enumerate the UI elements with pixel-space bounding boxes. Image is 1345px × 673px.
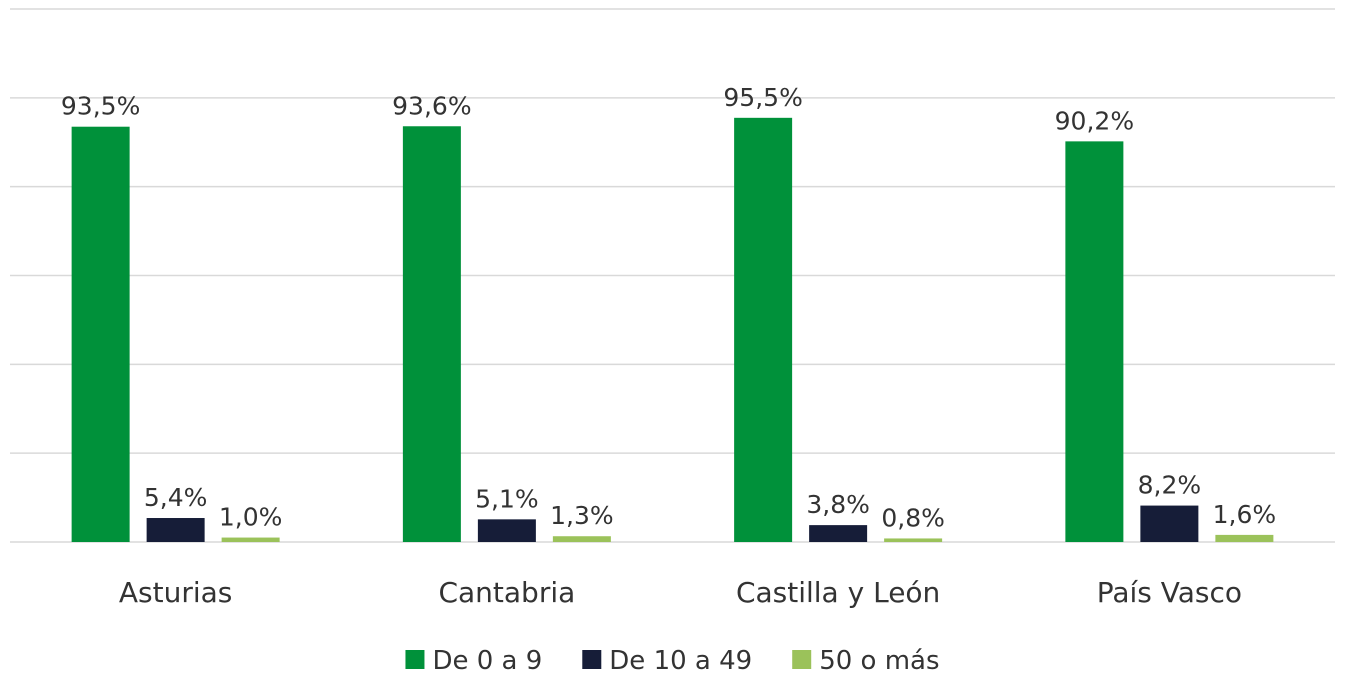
data-label: 1,3% [550,501,614,530]
data-label: 3,8% [806,490,870,519]
bar [71,126,130,543]
bar [734,117,793,542]
bar [402,126,461,542]
bar [1065,141,1124,542]
data-label: 95,5% [723,83,802,112]
data-label: 93,6% [392,91,471,120]
x-tick-label: Castilla y León [736,576,940,609]
data-label: 8,2% [1138,471,1202,500]
legend-label: De 10 a 49 [609,646,752,673]
legend-label: De 0 a 9 [432,646,542,673]
bar [146,518,205,542]
x-tick-label: Asturias [119,576,233,609]
bar [552,536,611,542]
legend-label: 50 o más [819,646,939,673]
bar [477,519,536,542]
data-label: 0,8% [881,503,945,532]
bar [1140,505,1199,542]
x-tick-label: Cantabria [438,576,575,609]
data-label: 1,0% [219,503,283,532]
data-label: 1,6% [1213,500,1277,529]
bar [809,525,868,542]
legend-swatch [405,650,425,669]
data-label: 5,4% [144,483,208,512]
bar [221,537,280,542]
data-label: 5,1% [475,484,539,513]
legend-swatch [582,650,602,669]
data-label: 90,2% [1055,106,1134,135]
legend-swatch [792,650,812,669]
bar [1215,534,1274,542]
bar [884,538,943,542]
data-label: 93,5% [61,92,140,121]
x-tick-label: País Vasco [1097,576,1242,609]
